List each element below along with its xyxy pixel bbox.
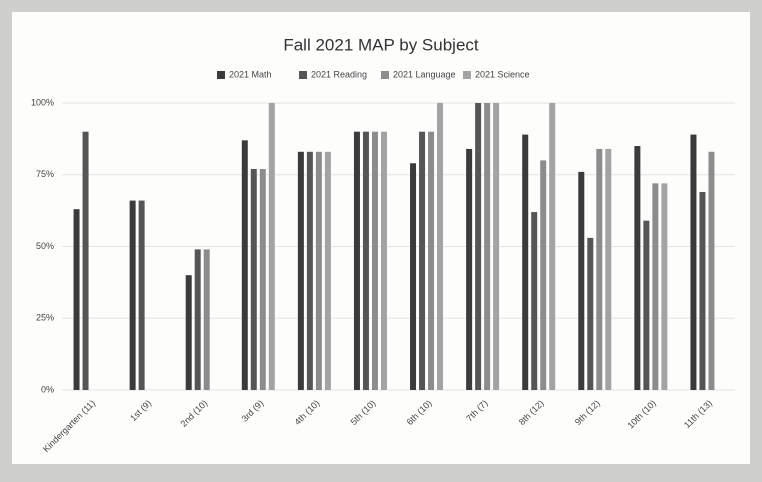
bar [419, 131, 426, 390]
bar [250, 169, 257, 390]
bar [138, 200, 145, 390]
bar [587, 237, 594, 390]
bar [268, 103, 275, 390]
legend-swatch [381, 71, 389, 79]
bar [652, 183, 659, 390]
bar [324, 151, 331, 390]
bar [297, 151, 304, 390]
y-tick-label: 50% [36, 241, 54, 251]
bar [531, 212, 538, 390]
bar [605, 148, 612, 390]
y-tick-label: 0% [41, 384, 54, 394]
bar [194, 249, 201, 390]
legend-label: 2021 Language [393, 69, 456, 79]
bar [634, 146, 641, 390]
legend-swatch [217, 71, 225, 79]
bar [643, 220, 650, 390]
legend-label: 2021 Reading [311, 69, 367, 79]
bar [437, 103, 444, 390]
bar [306, 151, 313, 390]
chart-title: Fall 2021 MAP by Subject [283, 35, 479, 54]
bar [362, 131, 369, 390]
bar [129, 200, 136, 390]
legend-label: 2021 Science [475, 69, 530, 79]
bar [522, 134, 529, 390]
bar [690, 134, 697, 390]
bar [315, 151, 322, 390]
legend-swatch [299, 71, 307, 79]
bar [708, 151, 715, 390]
legend-swatch [463, 71, 471, 79]
legend-label: 2021 Math [229, 69, 272, 79]
bar [484, 103, 491, 390]
bar [596, 148, 603, 390]
bar [82, 131, 89, 390]
bar [540, 160, 547, 390]
bar [203, 249, 210, 390]
bar [380, 131, 387, 390]
bar [353, 131, 360, 390]
bar [475, 103, 482, 390]
bar [549, 103, 556, 390]
bar [241, 140, 248, 390]
y-tick-label: 75% [36, 169, 54, 179]
bar [259, 169, 266, 390]
bar [661, 183, 668, 390]
bar [699, 191, 706, 390]
bar [428, 131, 435, 390]
bar [410, 163, 417, 390]
bar [185, 275, 192, 390]
bar [371, 131, 378, 390]
y-tick-label: 25% [36, 313, 54, 323]
bar [493, 103, 500, 390]
bar [73, 209, 80, 390]
bar [578, 171, 585, 390]
y-tick-label: 100% [31, 97, 54, 107]
bar [466, 148, 473, 390]
